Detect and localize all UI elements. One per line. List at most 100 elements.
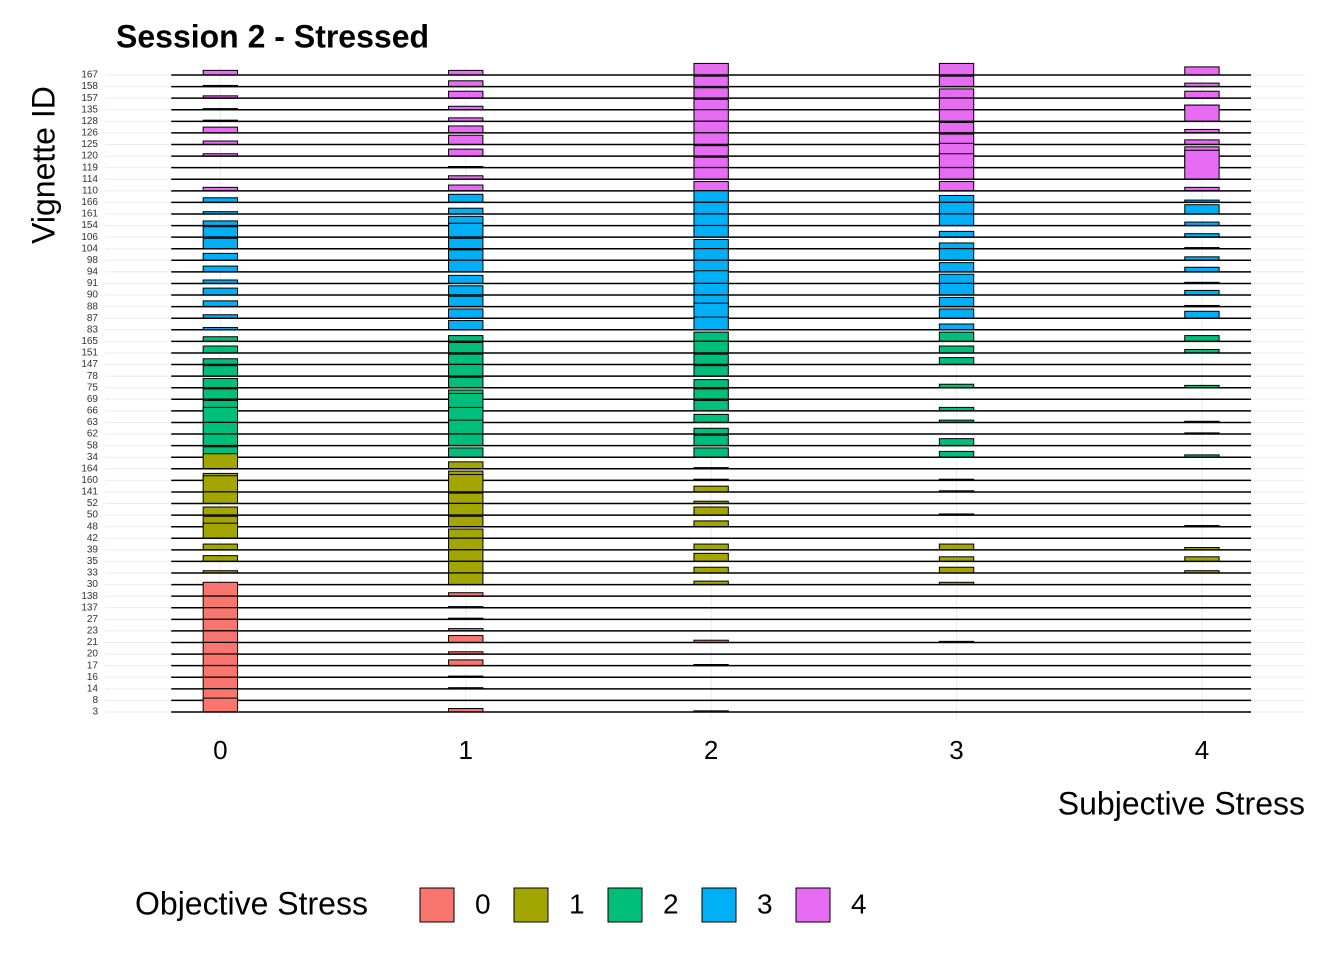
x-tick-label: 0	[213, 735, 227, 765]
bar	[202, 665, 239, 678]
x-tick-label: 2	[704, 735, 718, 765]
ridge	[171, 259, 1252, 273]
bar	[693, 225, 729, 238]
ridges	[171, 62, 1252, 713]
bar	[448, 237, 484, 250]
bar	[448, 528, 484, 539]
bar	[448, 207, 484, 215]
y-tick-label: 151	[81, 348, 98, 359]
bar	[693, 156, 729, 169]
legend-label: 3	[757, 888, 773, 919]
bar	[448, 515, 484, 528]
bar	[938, 167, 975, 180]
bar	[202, 618, 239, 632]
bar	[938, 242, 975, 250]
y-tick-label: 21	[87, 637, 99, 648]
bar	[202, 252, 239, 261]
y-tick-label: 104	[81, 243, 98, 254]
bar	[693, 132, 729, 145]
bar	[1184, 104, 1220, 122]
y-tick-label: 128	[81, 116, 98, 127]
y-tick-label: 78	[87, 371, 99, 382]
bar	[448, 222, 484, 238]
ridge	[171, 491, 1252, 505]
bar	[938, 357, 975, 366]
bar	[202, 543, 239, 551]
y-tick-label: 137	[81, 602, 98, 613]
y-tick-label: 17	[87, 660, 99, 671]
legend-key	[701, 887, 737, 923]
labels: 0 1 2 3 438141617202123271371383033353942485…	[81, 70, 1209, 923]
legend-label: 1	[569, 888, 585, 919]
bar	[938, 88, 975, 99]
bar	[938, 121, 975, 134]
bar	[693, 120, 729, 134]
bar	[448, 537, 484, 551]
bar	[938, 543, 975, 551]
ridge	[171, 595, 1252, 609]
y-tick-label: 63	[87, 417, 99, 428]
y-tick-label: 167	[81, 70, 98, 81]
bar	[693, 181, 729, 192]
bar	[1184, 204, 1220, 215]
bar	[693, 167, 729, 180]
bar	[202, 475, 239, 493]
bar	[1184, 335, 1220, 342]
y-tick-label: 48	[87, 521, 99, 532]
y-tick-label: 125	[81, 139, 98, 150]
y-tick-label: 98	[87, 255, 99, 266]
bar	[693, 259, 729, 273]
bar	[448, 503, 484, 516]
bar	[202, 453, 239, 470]
ridge	[171, 522, 1252, 540]
x-tick-label: 1	[459, 735, 473, 765]
y-tick-label: 30	[87, 579, 99, 590]
ridge	[171, 453, 1252, 470]
bar	[693, 302, 729, 319]
y-tick-label: 83	[87, 324, 99, 335]
y-tick-label: 157	[81, 93, 98, 104]
bar	[938, 201, 975, 215]
ridge	[171, 190, 1252, 204]
ridge	[171, 302, 1252, 319]
ridge	[171, 406, 1252, 424]
bar	[938, 273, 975, 284]
legend-key	[513, 887, 549, 923]
bar	[938, 345, 975, 354]
y-tick-label: 34	[87, 452, 99, 463]
ridge	[171, 97, 1252, 111]
ridge	[171, 120, 1252, 134]
bar	[693, 365, 729, 377]
bar	[202, 676, 239, 690]
bar	[693, 270, 729, 284]
y-tick-label: 52	[87, 498, 99, 509]
bar	[202, 365, 239, 377]
bar	[448, 249, 484, 261]
ridge	[171, 376, 1252, 389]
bar	[202, 697, 239, 713]
bar	[938, 97, 975, 111]
bar	[448, 134, 484, 145]
bar	[938, 75, 975, 88]
bar	[938, 230, 975, 238]
bar	[693, 190, 729, 203]
bar	[693, 248, 729, 261]
bar	[448, 125, 484, 134]
y-tick-label: 120	[81, 151, 98, 162]
bar	[202, 433, 239, 447]
ridge	[171, 270, 1252, 285]
ridge	[171, 433, 1252, 447]
ridge	[171, 75, 1252, 88]
bar	[693, 340, 729, 354]
bar	[938, 262, 975, 273]
bar	[693, 98, 729, 111]
bar	[938, 153, 975, 169]
y-tick-label: 14	[87, 683, 99, 694]
y-tick-label: 119	[82, 162, 98, 173]
y-tick-label: 94	[87, 267, 99, 278]
ridge	[171, 62, 1252, 76]
bar	[448, 285, 484, 296]
y-tick-label: 62	[87, 429, 99, 440]
y-tick-label: 158	[81, 81, 98, 92]
bar	[938, 194, 975, 203]
